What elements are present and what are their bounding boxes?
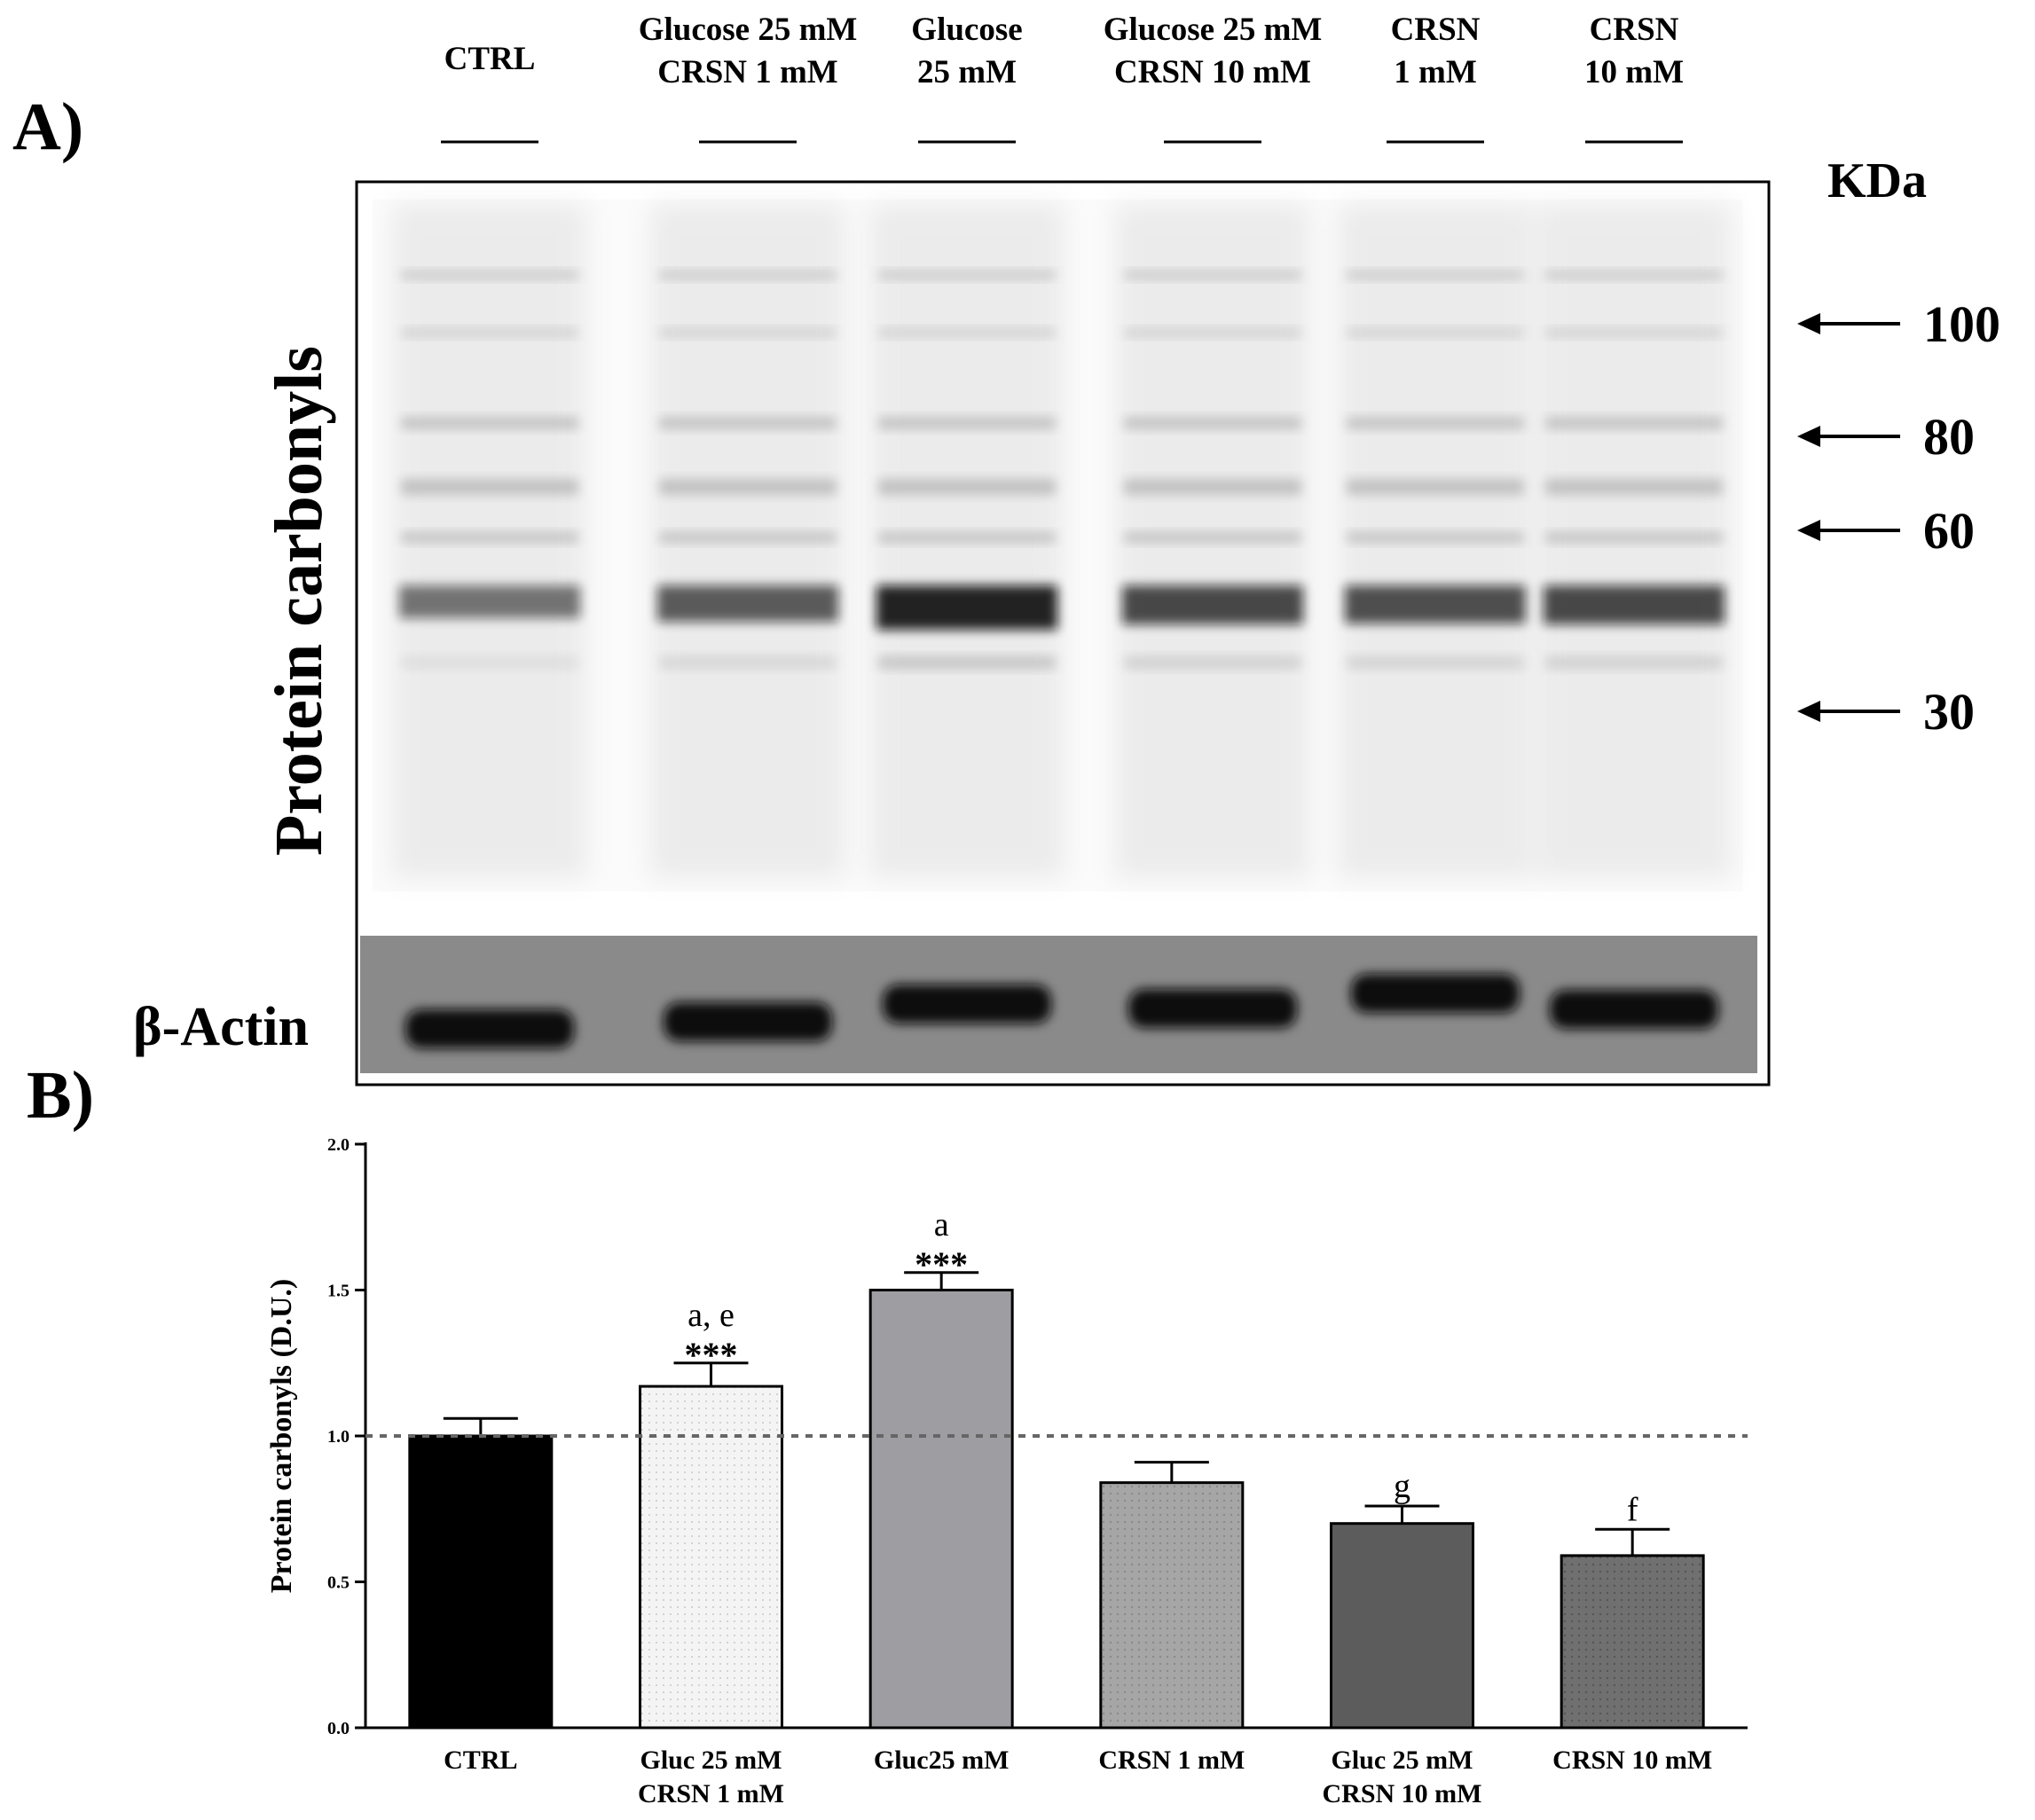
panel-b-letter: B) bbox=[27, 1058, 94, 1133]
actin-band-1 bbox=[664, 1002, 832, 1041]
lane-label-line: 1 mM bbox=[1394, 54, 1477, 90]
blot-side-label: Protein carbonyls bbox=[262, 346, 336, 856]
blot-lane-0 bbox=[392, 204, 587, 878]
panel-a-letter: A) bbox=[12, 90, 83, 164]
bar-group-1: ***a, e Gluc 25 mM CRSN 1 mM bbox=[638, 1297, 784, 1808]
lane-label-line: 10 mM bbox=[1584, 54, 1684, 90]
marker-label: 80 bbox=[1923, 408, 1975, 466]
blot-lane-1 bbox=[650, 204, 845, 878]
bar-group-2: ***a Gluc25 mM bbox=[868, 1206, 1014, 1775]
lane-label-5: CRSN 10 mM bbox=[1584, 12, 1684, 144]
blot-lane-3 bbox=[1115, 204, 1310, 878]
significance-stars: *** bbox=[915, 1244, 968, 1284]
blot-lane-2 bbox=[869, 204, 1065, 878]
lane-label-line: Glucose 25 mM bbox=[1104, 12, 1323, 48]
blot-lane-5 bbox=[1536, 204, 1732, 878]
mw-markers: 100 80 60 30 bbox=[1797, 295, 2000, 741]
y-tick-label: 0.0 bbox=[327, 1719, 350, 1738]
actin-band-4 bbox=[1351, 974, 1520, 1013]
arrow-head-icon bbox=[1797, 426, 1820, 447]
lane-label-0: CTRL bbox=[441, 41, 538, 144]
significance-letter: a bbox=[934, 1206, 949, 1243]
lane-label-2: Glucose 25 mM bbox=[911, 12, 1023, 144]
x-category-label: Gluc 25 mM bbox=[640, 1745, 782, 1775]
bar-group-0: CTRL bbox=[408, 1416, 554, 1775]
bar-chart: 0.0 0.5 1.0 1.5 2.0 Protein carbonyls (D.U.) C… bbox=[265, 1135, 1748, 1808]
kda-label: KDa bbox=[1827, 153, 1927, 208]
actin-band-0 bbox=[405, 1009, 574, 1048]
lane-label-3: Glucose 25 mM CRSN 10 mM bbox=[1104, 12, 1323, 144]
blot-lane-4 bbox=[1338, 204, 1533, 878]
lane-label-line: Glucose bbox=[911, 12, 1022, 48]
beta-actin-blot bbox=[360, 936, 1757, 1073]
arrow-head-icon bbox=[1797, 313, 1820, 334]
bar-group-5: f CRSN 10 mM bbox=[1552, 1491, 1712, 1775]
x-category-label: CRSN 1 mM bbox=[1098, 1745, 1245, 1775]
x-category-label: CRSN 10 mM bbox=[1552, 1745, 1712, 1775]
lane-label-line: 25 mM bbox=[917, 54, 1017, 90]
bar bbox=[868, 1289, 1014, 1730]
significance-letter: a, e bbox=[688, 1297, 735, 1334]
x-category-label: CTRL bbox=[444, 1745, 517, 1775]
marker-80: 80 bbox=[1797, 408, 1975, 466]
lane-label-line: CRSN bbox=[1391, 12, 1481, 48]
y-axis-label: Protein carbonyls (D.U.) bbox=[265, 1279, 298, 1593]
bar-group-4: g Gluc 25 mM CRSN 10 mM bbox=[1323, 1468, 1482, 1808]
marker-label: 60 bbox=[1923, 502, 1975, 560]
x-category-label: Gluc25 mM bbox=[874, 1745, 1009, 1775]
actin-band-3 bbox=[1128, 989, 1297, 1028]
bar bbox=[408, 1434, 554, 1730]
lane-label-line: CRSN 1 mM bbox=[657, 54, 837, 90]
bar bbox=[1560, 1554, 1705, 1730]
actin-label: β-Actin bbox=[133, 997, 309, 1057]
protein-carbonyl-blot bbox=[373, 200, 1743, 891]
lane-label-line: CRSN 10 mM bbox=[1114, 54, 1311, 90]
significance-stars: *** bbox=[685, 1335, 738, 1375]
marker-100: 100 bbox=[1797, 295, 2000, 353]
lane-label-4: CRSN 1 mM bbox=[1387, 12, 1484, 144]
bar-group-3: CRSN 1 mM bbox=[1098, 1461, 1245, 1775]
actin-band-5 bbox=[1550, 990, 1718, 1029]
arrow-head-icon bbox=[1797, 701, 1820, 722]
marker-label: 30 bbox=[1923, 683, 1975, 741]
actin-band-2 bbox=[883, 985, 1051, 1024]
lane-label-line: CTRL bbox=[444, 41, 536, 77]
y-tick-label: 1.5 bbox=[327, 1282, 350, 1301]
y-tick-label: 1.0 bbox=[327, 1427, 350, 1447]
bar bbox=[1330, 1522, 1474, 1730]
marker-60: 60 bbox=[1797, 502, 1975, 560]
lane-label-1: Glucose 25 mM CRSN 1 mM bbox=[639, 12, 858, 144]
lane-label-line: CRSN bbox=[1590, 12, 1679, 48]
x-category-label: Gluc 25 mM bbox=[1332, 1745, 1473, 1775]
marker-30: 30 bbox=[1797, 683, 1975, 741]
y-tick-label: 0.5 bbox=[327, 1573, 350, 1593]
x-category-label: CRSN 10 mM bbox=[1323, 1779, 1482, 1808]
y-tick-label: 2.0 bbox=[327, 1135, 350, 1155]
significance-letter: g bbox=[1394, 1468, 1410, 1505]
marker-label: 100 bbox=[1923, 295, 2000, 353]
lane-label-line: Glucose 25 mM bbox=[639, 12, 858, 48]
significance-letter: f bbox=[1627, 1491, 1638, 1528]
bar bbox=[1099, 1481, 1245, 1730]
arrow-head-icon bbox=[1797, 520, 1820, 541]
bar bbox=[639, 1385, 783, 1730]
x-category-label: CRSN 1 mM bbox=[638, 1779, 784, 1808]
